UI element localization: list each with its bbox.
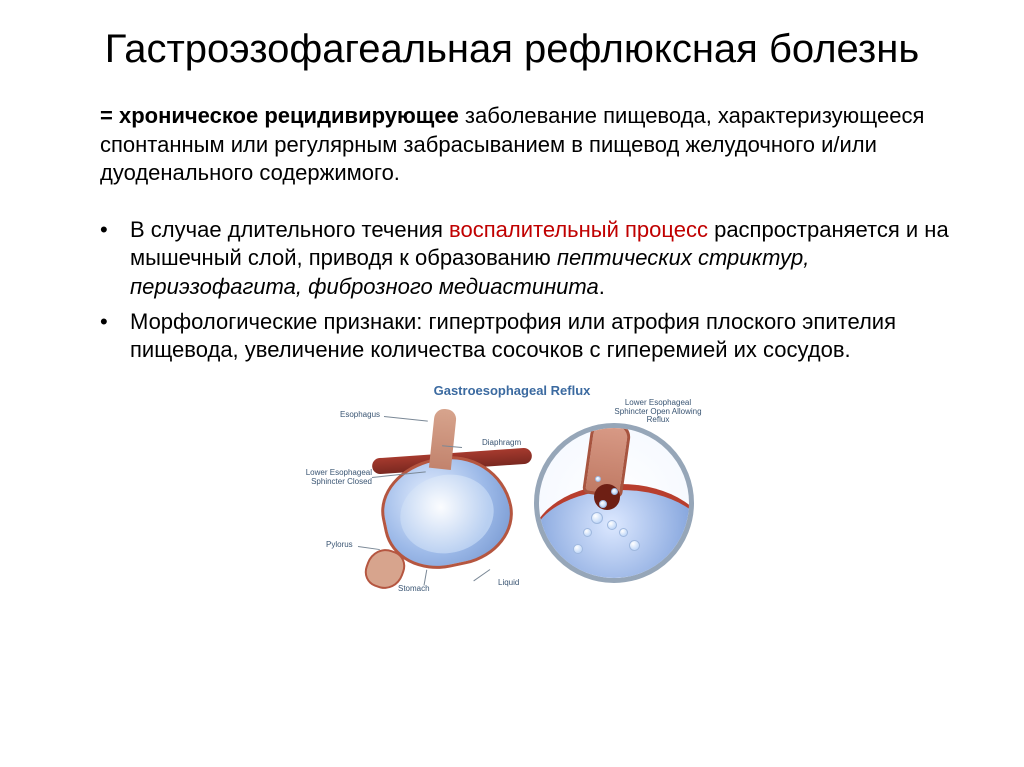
reflux-bubble: [595, 476, 601, 482]
reflux-bubble: [599, 500, 607, 508]
label-les-open: Lower Esophageal Sphincter Open Allowing…: [608, 399, 708, 425]
label-les-closed: Lower Esophageal Sphincter Closed: [298, 469, 372, 487]
reflux-bubble: [629, 540, 640, 551]
figure-container: Gastroesophageal Reflux Esophagus: [50, 379, 974, 602]
reflux-bubble: [591, 512, 603, 524]
zoom-inset: [534, 423, 694, 583]
bullet-pre: Морфологические признаки: гипертрофия ил…: [130, 309, 896, 363]
definition-leadin: = хроническое рецидивирующее: [100, 103, 459, 128]
reflux-bubble: [583, 528, 592, 537]
bullet-post: .: [599, 274, 605, 299]
label-pylorus: Pylorus: [326, 541, 353, 550]
list-item: Морфологические признаки: гипертрофия ил…: [100, 308, 974, 365]
stomach-diagram: [372, 409, 522, 589]
label-liquid: Liquid: [498, 579, 519, 588]
bullet-list: В случае длительного течения воспалитель…: [50, 216, 974, 365]
list-item: В случае длительного течения воспалитель…: [100, 216, 974, 302]
page-title: Гастроэзофагеальная рефлюксная болезнь: [50, 24, 974, 74]
reflux-bubble: [607, 520, 617, 530]
definition-paragraph: = хроническое рецидивирующее заболевание…: [50, 102, 974, 188]
bullet-highlight: воспалительный процесс: [449, 217, 708, 242]
label-esophagus: Esophagus: [340, 411, 380, 420]
reflux-bubble: [619, 528, 628, 537]
bullet-pre: В случае длительного течения: [130, 217, 449, 242]
reflux-figure: Gastroesophageal Reflux Esophagus: [312, 379, 712, 597]
figure-title: Gastroesophageal Reflux: [312, 383, 712, 398]
reflux-bubble: [573, 544, 583, 554]
reflux-bubble: [611, 488, 618, 495]
label-diaphragm: Diaphragm: [482, 439, 521, 448]
label-stomach: Stomach: [398, 585, 430, 594]
